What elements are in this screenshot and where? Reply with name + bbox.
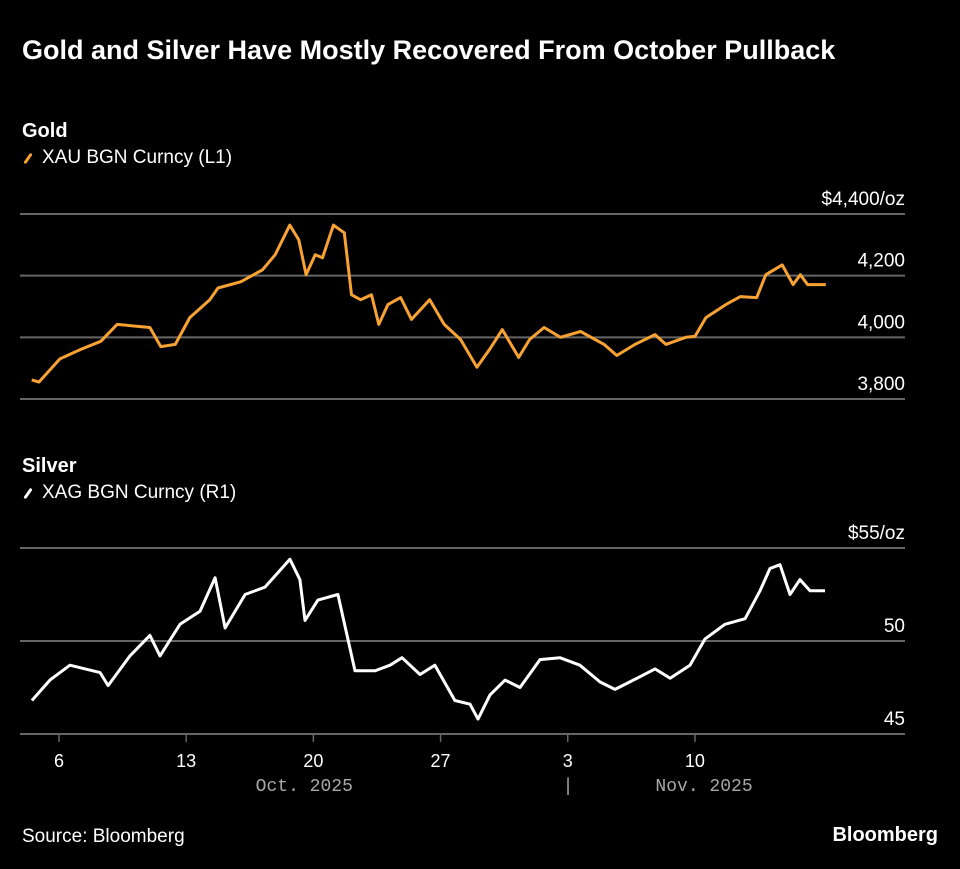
x-tick-label: 3 [563,751,573,771]
y-tick-label: 45 [884,709,905,730]
gold-series-line [31,223,826,384]
month-separator: | [563,777,574,797]
y-tick-label: 4,200 [857,251,905,272]
x-tick-label: 27 [431,751,451,771]
gold-panel-title: Gold [22,120,68,142]
x-month-label: Oct. 2025 [256,777,353,797]
y-tick-label: $55/oz [848,523,905,544]
x-tick-label: 13 [176,751,196,771]
x-month-label: Nov. 2025 [655,777,752,797]
source-note: Source: Bloomberg [22,826,185,847]
y-tick-label: 50 [884,616,905,637]
silver-legend: XAG BGN Curncy (R1) [22,482,236,504]
silver-series-line [30,557,825,721]
bloomberg-logo: Bloomberg [832,824,938,846]
y-tick-label: 3,800 [857,374,905,395]
gold-legend: XAU BGN Curncy (L1) [22,147,232,169]
silver-legend-label: XAG BGN Curncy (R1) [42,482,237,503]
x-tick-label: 6 [54,751,64,771]
silver-panel-title: Silver [22,455,77,477]
x-tick-label: 20 [303,751,323,771]
y-tick-label: $4,400/oz [822,189,905,210]
x-tick-label: 10 [685,751,705,771]
y-tick-label: 4,000 [857,312,905,333]
chart-title: Gold and Silver Have Mostly Recovered Fr… [22,35,836,65]
gold-legend-label: XAU BGN Curncy (L1) [42,147,233,168]
